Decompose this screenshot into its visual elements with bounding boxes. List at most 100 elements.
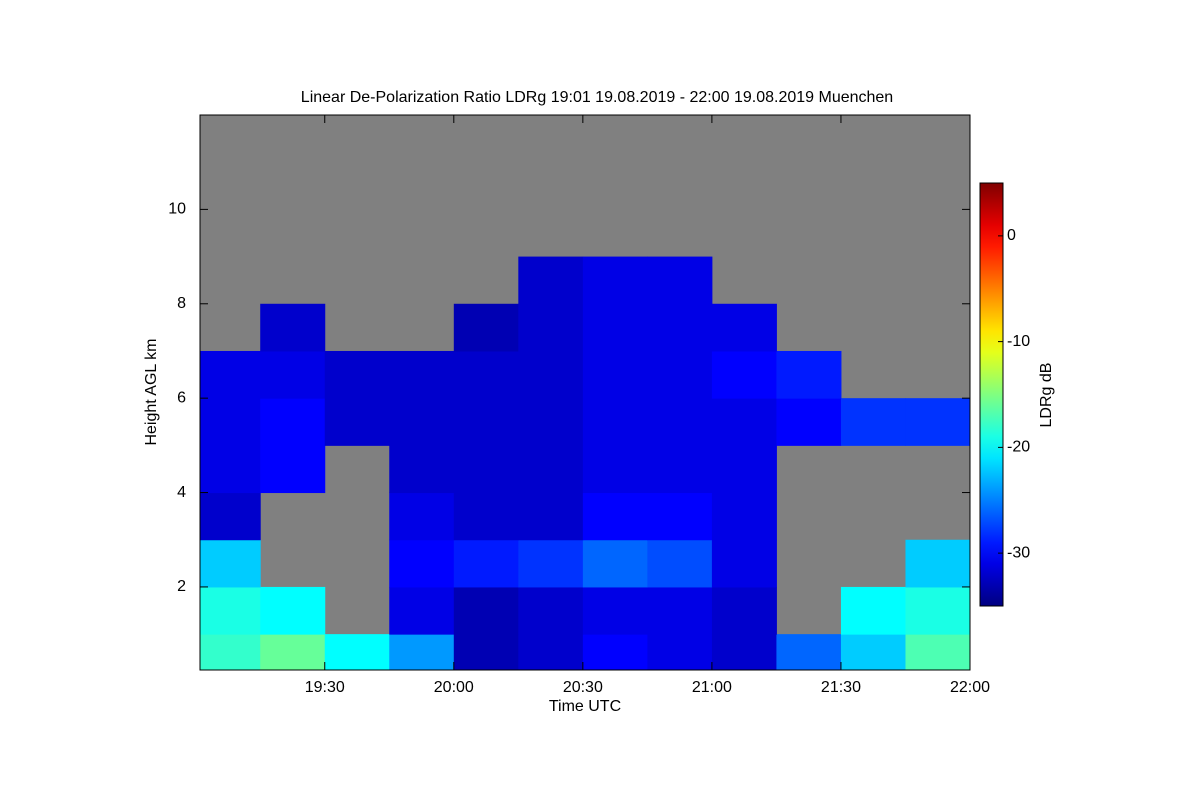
heatmap-cell <box>582 398 648 446</box>
plot-area <box>200 115 970 670</box>
colorbar-label: LDRg dB <box>1038 363 1055 428</box>
colorbar-tick-label: -20 <box>1007 439 1030 456</box>
heatmap-cell <box>582 256 648 305</box>
heatmap-cell <box>260 350 326 399</box>
heatmap-cell <box>840 398 906 446</box>
heatmap-cell <box>647 492 713 541</box>
heatmap-cell <box>389 492 455 541</box>
heatmap-cell <box>518 445 584 494</box>
heatmap-cell <box>582 586 648 635</box>
heatmap-cell <box>518 398 584 446</box>
heatmap-cell <box>905 586 970 635</box>
heatmap-cell <box>324 634 390 670</box>
colorbar-tick-label: 0 <box>1007 227 1016 244</box>
x-tick-label: 22:00 <box>950 679 990 696</box>
heatmap-cell <box>200 398 261 446</box>
heatmap-cell <box>840 586 906 635</box>
heatmap-cell <box>453 492 519 541</box>
heatmap-cell <box>200 350 261 399</box>
heatmap-cell <box>389 398 455 446</box>
y-tick-label: 10 <box>168 201 186 218</box>
heatmap-cell <box>453 398 519 446</box>
heatmap-cell <box>260 586 326 635</box>
y-tick-label: 8 <box>177 295 186 312</box>
x-tick-label: 20:00 <box>434 679 474 696</box>
colorbar-tick-label: -10 <box>1007 333 1030 350</box>
heatmap-cell <box>453 634 519 670</box>
heatmap-cell <box>389 445 455 494</box>
x-axis-label: Time UTC <box>549 698 621 715</box>
heatmap-cell <box>518 634 584 670</box>
heatmap-cell <box>453 586 519 635</box>
heatmap-cell <box>905 398 970 446</box>
heatmap-cell <box>453 445 519 494</box>
x-tick-label: 20:30 <box>563 679 603 696</box>
heatmap-cell <box>260 634 326 670</box>
heatmap-cell <box>647 586 713 635</box>
heatmap-cell <box>389 350 455 399</box>
heatmap-cell <box>776 634 842 670</box>
heatmap-cell <box>260 445 326 494</box>
heatmap-cell <box>582 492 648 541</box>
x-tick-label: 21:00 <box>692 679 732 696</box>
heatmap-cell <box>711 350 777 399</box>
y-tick-label: 4 <box>177 484 186 501</box>
heatmap-cell <box>582 445 648 494</box>
heatmap-cell <box>324 398 390 446</box>
heatmap-cell <box>647 350 713 399</box>
y-tick-label: 6 <box>177 389 186 406</box>
colorbar-tick-label: -30 <box>1007 544 1030 561</box>
heatmap-cell <box>453 350 519 399</box>
colorbar <box>979 182 1004 607</box>
heatmap-cell <box>711 539 777 588</box>
heatmap-cell <box>711 586 777 635</box>
heatmap-cell <box>905 539 970 588</box>
heatmap-cell <box>389 586 455 635</box>
y-tick-label: 2 <box>177 578 186 595</box>
heatmap-cell <box>582 303 648 352</box>
heatmap-cell <box>324 350 390 399</box>
heatmap-cell <box>582 539 648 588</box>
heatmap-cell <box>389 539 455 588</box>
heatmap-cell <box>260 398 326 446</box>
x-tick-label: 19:30 <box>305 679 345 696</box>
x-tick-label: 21:30 <box>821 679 861 696</box>
heatmap-cell <box>518 539 584 588</box>
heatmap-cell <box>518 303 584 352</box>
heatmap-cell <box>776 398 842 446</box>
heatmap-cell <box>453 539 519 588</box>
heatmap-cell <box>647 303 713 352</box>
heatmap-cell <box>711 634 777 670</box>
heatmap-cell <box>200 445 261 494</box>
heatmap-cell <box>518 256 584 305</box>
heatmap-cell <box>389 634 455 670</box>
heatmap-cell <box>711 303 777 352</box>
heatmap-cell <box>711 398 777 446</box>
heatmap-cell <box>711 445 777 494</box>
heatmap-cell <box>905 634 970 670</box>
heatmap-cell <box>200 539 261 588</box>
heatmap-cell <box>260 303 326 352</box>
y-axis-label: Height AGL km <box>143 338 160 445</box>
heatmap-cell <box>518 586 584 635</box>
heatmap-cell <box>200 492 261 541</box>
axes: 19:30 20:00 20:30 21:00 21:30 22:00 2 4 6 8 10 -30 -… <box>168 114 1030 696</box>
heatmap-cell <box>200 586 261 635</box>
heatmap-cell <box>647 398 713 446</box>
heatmap-cell <box>776 350 842 399</box>
plot-frame <box>199 114 971 671</box>
heatmap-cell <box>840 634 906 670</box>
heatmap-cell <box>711 492 777 541</box>
heatmap-cell <box>518 492 584 541</box>
heatmap-cell <box>647 634 713 670</box>
chart-title: Linear De-Polarization Ratio LDRg 19:01 … <box>301 89 893 106</box>
heatmap-cell <box>518 350 584 399</box>
heatmap-cell <box>582 634 648 670</box>
heatmap-cell <box>647 539 713 588</box>
heatmap-cell <box>647 445 713 494</box>
heatmap-cell <box>200 634 261 670</box>
heatmap-cell <box>582 350 648 399</box>
heatmap-cell <box>647 256 713 305</box>
